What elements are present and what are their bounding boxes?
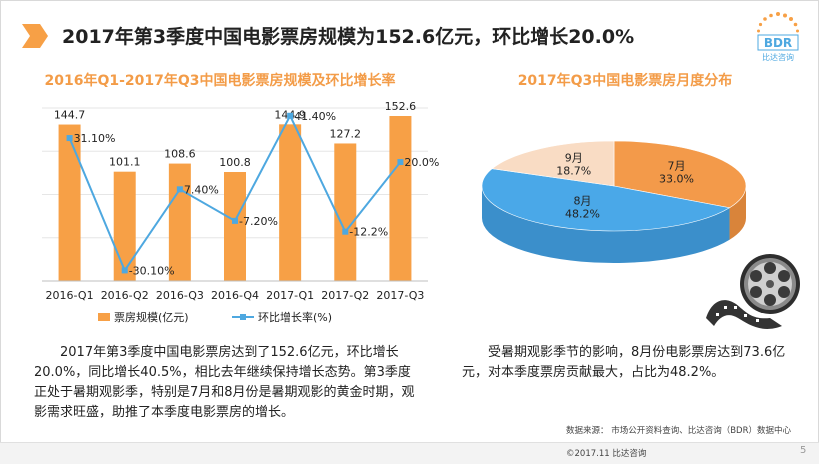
growth-rate-point	[121, 267, 128, 274]
growth-rate-label: -12.2%	[349, 226, 388, 239]
bar-value-label: 100.8	[219, 156, 251, 169]
legend-bar-swatch	[98, 313, 110, 321]
bar-2016-Q2	[113, 171, 136, 281]
x-tick-label: 2017-Q2	[321, 289, 369, 302]
growth-rate-label: -30.10%	[129, 264, 175, 277]
growth-rate-label: 7.40%	[184, 183, 219, 196]
bar-chart: 144.7 2016-Q1 101.1 2016-Q2 108.6 2016-Q3 100.…	[42, 100, 439, 324]
growth-rate-label: 20.0%	[404, 156, 439, 169]
pie-slice-7月	[613, 140, 747, 209]
pie-side-8月	[482, 186, 730, 263]
legend-line-label: 环比增长率(%)	[258, 310, 332, 324]
growth-rate-point	[66, 135, 73, 142]
pie-side-7月	[729, 186, 746, 240]
page-title: 2017年第3季度中国电影票房规模为152.6亿元，环比增长20.0%	[62, 26, 635, 48]
x-tick-label: 2016-Q1	[46, 289, 94, 302]
x-tick-label: 2017-Q3	[376, 289, 424, 302]
bar-2017-Q3	[389, 116, 412, 281]
logo-subtext: 比达咨询	[762, 52, 794, 62]
logo-text: BDR	[764, 36, 792, 50]
bar-value-label: 127.2	[330, 127, 362, 140]
bar-chart-title: 2016年Q1-2017年Q3中国电影票房规模及环比增长率	[44, 73, 396, 89]
pie-slice-9月	[491, 140, 615, 187]
bar-value-label: 101.1	[109, 156, 141, 169]
x-tick-label: 2017-Q1	[266, 289, 314, 302]
x-tick-label: 2016-Q3	[156, 289, 204, 302]
pie-chart-title: 2017年Q3中国电影票房月度分布	[517, 73, 733, 89]
pie-label: 8月	[573, 194, 591, 207]
left-paragraph: 2017年第3季度中国电影票房达到了152.6亿元，环比增长20.0%，同比增长…	[34, 345, 415, 420]
bdr-logo: BDR 比达咨询	[757, 12, 799, 62]
pie-label: 7月	[668, 159, 686, 172]
right-paragraph: 受暑期观影季节的影响，8月份电影票房达到73.6亿元，对本季度票房贡献最大，占比…	[462, 345, 786, 380]
legend-line-marker	[240, 314, 246, 320]
legend-bar-label: 票房规模(亿元)	[114, 310, 189, 324]
growth-rate-point	[342, 228, 349, 235]
growth-rate-point	[397, 159, 404, 166]
bar-2016-Q1	[58, 124, 81, 281]
pie-value: 48.2%	[565, 207, 600, 220]
bar-2017-Q1	[279, 124, 302, 281]
bar-2016-Q4	[224, 172, 246, 281]
footer-bar	[0, 442, 819, 464]
x-tick-label: 2016-Q4	[211, 289, 259, 302]
bar-2017-Q2	[334, 143, 357, 281]
growth-rate-label: 41.40%	[294, 110, 336, 123]
pie-label: 9月	[565, 151, 583, 164]
page-number: 5	[800, 445, 807, 456]
film-reel-icon	[706, 254, 800, 329]
pie-value: 18.7%	[556, 164, 591, 177]
title-chevron-icon	[22, 24, 48, 48]
growth-rate-label: 31.10%	[74, 132, 116, 145]
growth-rate-point	[287, 112, 294, 119]
growth-rate-point	[176, 186, 183, 193]
bar-2016-Q3	[168, 163, 191, 281]
bar-value-label: 144.7	[54, 109, 86, 122]
pie-value: 33.0%	[659, 172, 694, 185]
data-source-note: 数据来源： 市场公开资料查询、比达咨询（BDR）数据中心	[566, 426, 791, 436]
bar-value-label: 152.6	[385, 100, 417, 113]
growth-rate-point	[232, 217, 238, 224]
x-tick-label: 2016-Q2	[101, 289, 149, 302]
pie-slice-8月	[481, 168, 731, 232]
growth-rate-label: -7.20%	[239, 215, 278, 228]
copyright: ©2017.11 比达咨询	[566, 449, 647, 459]
bar-value-label: 108.6	[164, 148, 196, 161]
